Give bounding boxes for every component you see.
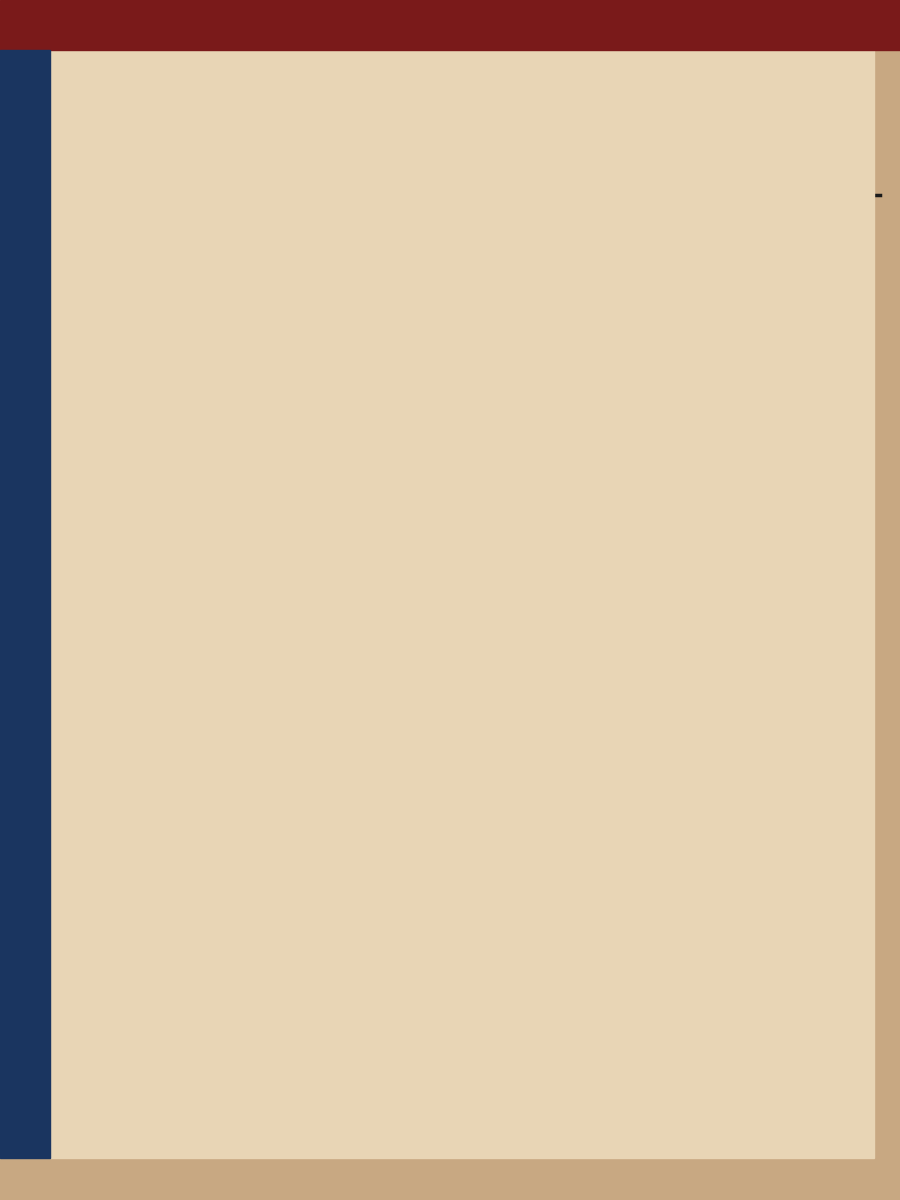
FancyBboxPatch shape xyxy=(181,464,409,521)
Text: 2.  A 0.12 kg marble is started on a frictionless marble track by compressing a : 2. A 0.12 kg marble is started on a fric… xyxy=(68,295,757,310)
Text: launched, how fast will the ball be moving when it is halfway up the hill?: launched, how fast will the ball be movi… xyxy=(68,635,624,650)
Text: V = 1m/s: V = 1m/s xyxy=(237,732,333,752)
Text: 10 cm: 10 cm xyxy=(542,155,594,173)
Text: then releasing the marble from rest. The spring has a spring constant of 490 N/m: then releasing the marble from rest. The… xyxy=(68,323,698,338)
FancyBboxPatch shape xyxy=(181,714,389,770)
Text: X = 0.022m: X = 0.022m xyxy=(232,482,357,503)
Text: B) If the spring is compressed by the distance you found in part A and then the : B) If the spring is compressed by the di… xyxy=(68,607,752,622)
Text: the hill?: the hill? xyxy=(68,401,153,416)
Circle shape xyxy=(189,169,221,200)
Text: A)   How far must the spring be compressed initially so that the marble will mak: A) How far must the spring be compressed… xyxy=(68,373,745,388)
Text: hill: hill xyxy=(477,230,503,248)
